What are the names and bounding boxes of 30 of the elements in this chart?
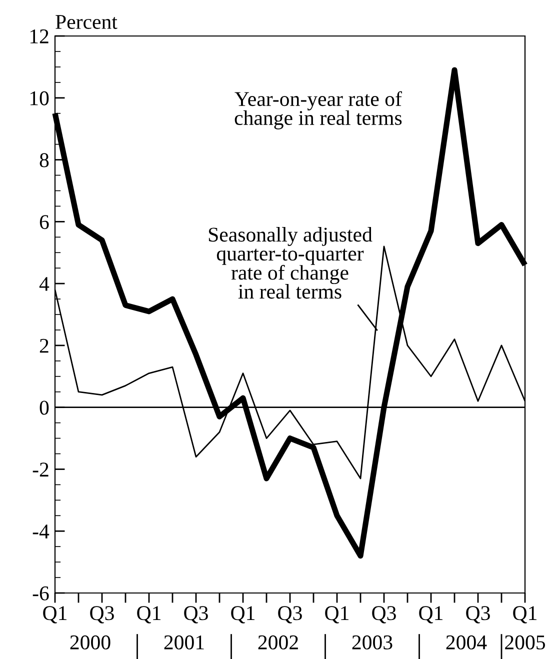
x-tick-label: Q1 <box>137 606 160 624</box>
x-tick-label: Q3 <box>466 606 490 624</box>
x-tick-label: Q1 <box>325 606 348 624</box>
y-tick-label: 6 <box>40 215 49 230</box>
x-tick-label: Q3 <box>372 606 396 624</box>
text: 2005 <box>505 635 546 650</box>
x-tick-label: Q1 <box>419 606 442 624</box>
y-tick-label: 8 <box>40 153 49 168</box>
text: 2004 <box>446 635 487 650</box>
y-tick-label: 10 <box>30 91 49 106</box>
x-tick-label: Q1 <box>513 606 536 624</box>
y-tick-label: -4 <box>32 524 50 538</box>
y-tick-label: 2 <box>40 338 48 353</box>
x-tick-label: Q3 <box>90 606 114 624</box>
x-tick-label: Q1 <box>43 606 66 624</box>
y-axis-title: Percent <box>56 15 118 29</box>
series-label: Seasonally adjusted quarter-to-quarter rate of change in real terms <box>208 227 372 299</box>
y-tick-label: -6 <box>32 586 49 600</box>
text: 2001 <box>164 635 204 650</box>
text: Year-on-year rate of change in real terms <box>234 91 402 130</box>
y-tick-label: 4 <box>39 277 50 291</box>
x-tick-label: Q3 <box>184 606 208 624</box>
x-tick-label: Q3 <box>278 606 302 624</box>
y-tick-label: -2 <box>32 462 48 476</box>
x-tick-label: Q1 <box>231 606 254 624</box>
text: 2002 <box>258 635 298 650</box>
y-tick-label: 0 <box>40 400 49 415</box>
y-tick-label: 12 <box>30 29 48 44</box>
text: 2003 <box>352 635 392 650</box>
text: 2000 <box>70 635 110 650</box>
